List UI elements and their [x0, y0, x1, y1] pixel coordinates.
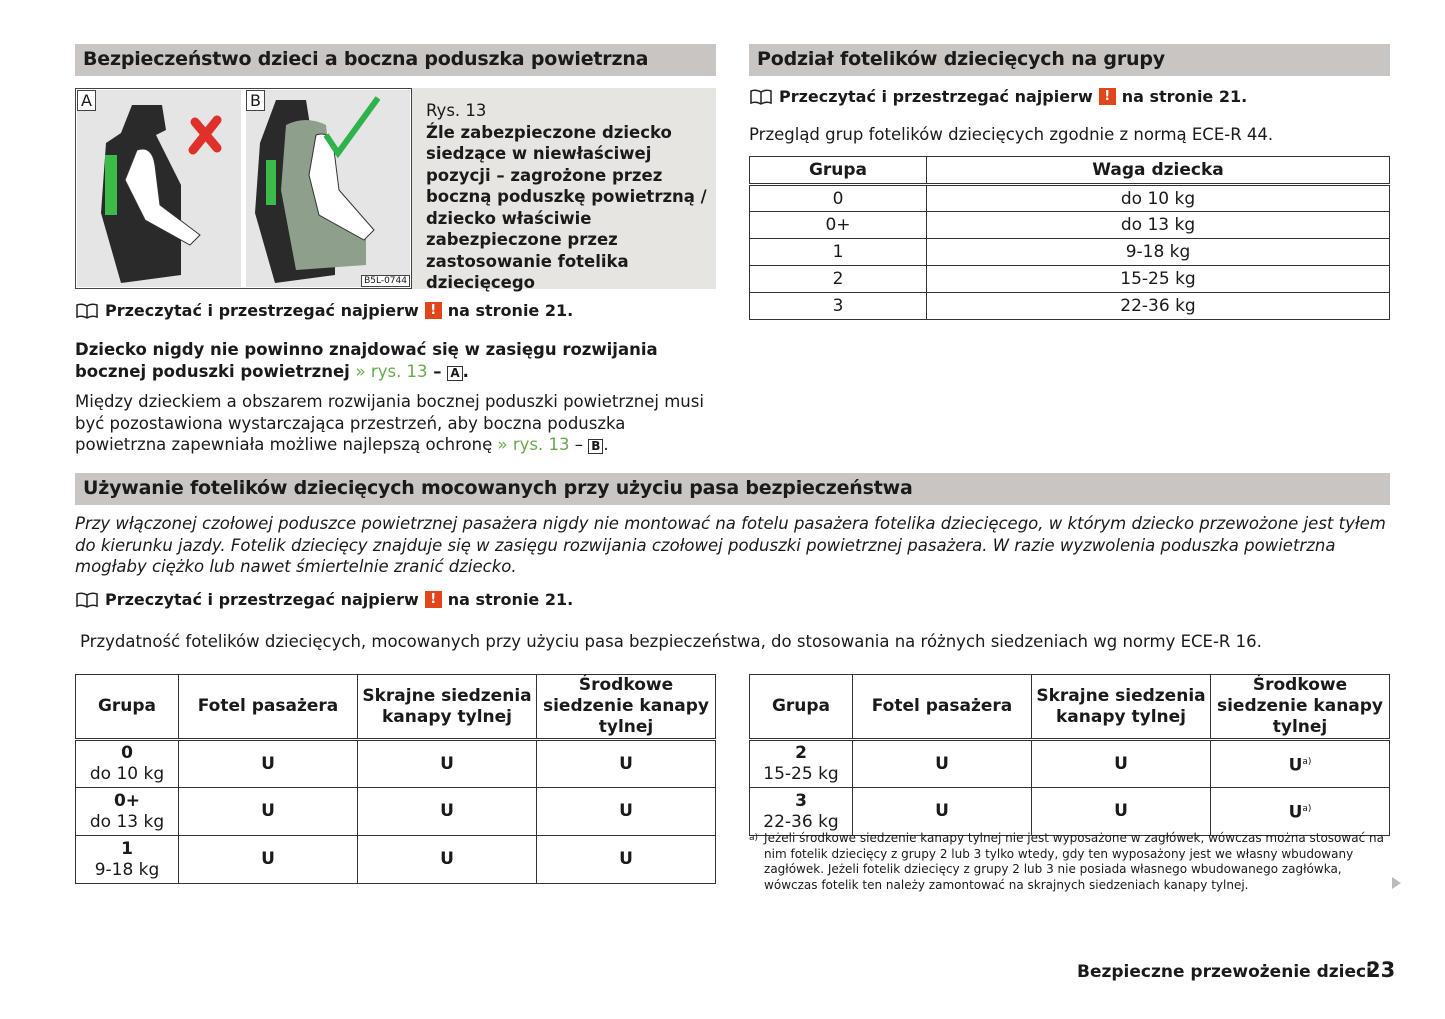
section-title: Bezpieczeństwo dzieci a boczna poduszka …: [75, 44, 716, 76]
footnote-mark: a): [749, 833, 759, 843]
suitability-cell: Ua): [1210, 787, 1390, 836]
warning-icon: !: [424, 302, 442, 319]
col-header: Waga dziecka: [926, 156, 1390, 185]
suitability-cell: U: [852, 787, 1032, 836]
group-cell: 0: [749, 184, 927, 212]
col-header: Fotel pasażera: [178, 674, 358, 741]
figure: A B B5L-0744 Rys. 13 Źle zabezpieczone d…: [75, 88, 716, 292]
note-page-link[interactable]: na stronie 21.: [447, 301, 574, 320]
book-icon: [76, 302, 98, 319]
table-row: 0 do 10 kg: [749, 184, 1390, 212]
table-row: 3 22-36 kg: [749, 292, 1390, 320]
group-cell: 1 9-18 kg: [75, 835, 179, 884]
warning-text: Przy włączonej czołowej poduszce powietr…: [75, 514, 1386, 576]
group-cell: 0+: [749, 211, 927, 239]
group-table: Grupa Waga dziecka 0 do 10 kg 0+ do 13 kg 1 9-…: [749, 156, 1390, 320]
suitability-cell: Ua): [1210, 739, 1390, 788]
suitability-cell: U: [178, 739, 358, 788]
footnote-ref: a): [1302, 756, 1312, 767]
group-cell: 3: [749, 292, 927, 320]
read-first-note: Przeczytać i przestrzegać najpierw ! na …: [75, 301, 573, 320]
suitability-cell: U: [357, 787, 537, 836]
suitability-cell: U: [536, 787, 716, 836]
suitability-cell: U: [852, 739, 1032, 788]
footnote-ref: a): [1302, 804, 1312, 815]
section-title: Używanie fotelików dziecięcych mocowanyc…: [75, 473, 1390, 505]
figure-ref: Rys. 13: [426, 101, 487, 120]
seat-image-b: B B5L-0744: [246, 90, 410, 287]
table-row: 0+ do 13 kg: [749, 211, 1390, 239]
paragraph: Między dzieckiem a obszarem rozwijania b…: [75, 392, 704, 454]
note-text: Przeczytać i przestrzegać najpierw: [105, 590, 419, 609]
group-cell: 3 22-36 kg: [749, 787, 853, 836]
group-cell: 2 15-25 kg: [749, 739, 853, 788]
col-header: Środkowe siedzenie kanapy tylnej: [1210, 674, 1390, 741]
seat-image-a: A: [77, 90, 241, 287]
table-row: 0+ do 13 kg U U U: [75, 787, 716, 836]
col-header: Fotel pasażera: [852, 674, 1032, 741]
figure-label-a: A: [77, 90, 96, 111]
footnote: a) Jeżeli środkowe siedzenie kanapy tyln…: [749, 831, 1389, 893]
weight-cell: 22-36 kg: [926, 292, 1390, 320]
warning-icon: !: [1098, 88, 1116, 105]
bold-paragraph: Dziecko nigdy nie powinno znajdować się …: [75, 340, 658, 381]
table-row: 2 15-25 kg: [749, 265, 1390, 293]
figure-link[interactable]: » rys. 13: [497, 435, 570, 454]
table-row: 1 9-18 kg: [749, 238, 1390, 266]
col-header: Skrajne siedzenia kanapy tylnej: [357, 674, 537, 741]
suitability-cell: U: [178, 787, 358, 836]
figure-caption: Źle zabezpieczone dziecko siedzące w nie…: [426, 122, 707, 293]
col-header: Grupa: [749, 156, 927, 185]
group-cell: 2: [749, 265, 927, 293]
col-header: Grupa: [749, 674, 853, 741]
figure-box-a: A: [447, 365, 463, 381]
warning-icon: !: [424, 591, 442, 608]
note-text: Przeczytać i przestrzegać najpierw: [779, 87, 1093, 106]
figure-image: A B B5L-0744: [75, 88, 412, 289]
footnote-text: Jeżeli środkowe siedzenie kanapy tylnej …: [764, 831, 1384, 892]
table-row: 2 15-25 kg U U Ua): [749, 739, 1390, 788]
suitability-cell: U: [357, 835, 537, 884]
col-header: Skrajne siedzenia kanapy tylnej: [1031, 674, 1211, 741]
suitability-table-right: Grupa Fotel pasażera Skrajne siedzenia kan…: [749, 674, 1390, 836]
section-title: Podział fotelików dziecięcych na grupy: [749, 44, 1390, 76]
intro-text: Przegląd grup fotelików dziecięcych zgod…: [749, 125, 1274, 144]
next-page-arrow-icon[interactable]: [1392, 877, 1401, 889]
figure-link[interactable]: » rys. 13: [355, 361, 428, 381]
suitability-cell: U: [178, 835, 358, 884]
table-row: 0 do 10 kg U U U: [75, 739, 716, 788]
suitability-cell: U: [536, 739, 716, 788]
suitability-cell: U: [536, 835, 716, 884]
suitability-cell: U: [1031, 739, 1211, 788]
table-row: 3 22-36 kg U U Ua): [749, 787, 1390, 836]
page-number: 23: [1366, 958, 1396, 982]
read-first-note: Przeczytać i przestrzegać najpierw ! na …: [749, 87, 1247, 106]
read-first-note: Przeczytać i przestrzegać najpierw ! na …: [75, 590, 573, 609]
suitability-table-left: Grupa Fotel pasażera Skrajne siedzenia kan…: [75, 674, 716, 884]
figure-box-b: B: [588, 439, 604, 454]
book-icon: [76, 591, 98, 608]
group-cell: 1: [749, 238, 927, 266]
figure-label-b: B: [246, 90, 265, 111]
intro-text: Przydatność fotelików dziecięcych, mocow…: [80, 632, 1262, 651]
group-cell: 0 do 10 kg: [75, 739, 179, 788]
footer-chapter: Bezpieczne przewożenie dzieci: [1077, 962, 1372, 982]
book-icon: [750, 88, 772, 105]
weight-cell: do 10 kg: [926, 184, 1390, 212]
table-row: 1 9-18 kg U U U: [75, 835, 716, 884]
note-page-link[interactable]: na stronie 21.: [1121, 87, 1248, 106]
weight-cell: 15-25 kg: [926, 265, 1390, 293]
weight-cell: 9-18 kg: [926, 238, 1390, 266]
suitability-cell: U: [357, 739, 537, 788]
col-header: Grupa: [75, 674, 179, 741]
figure-code: B5L-0744: [361, 275, 410, 287]
weight-cell: do 13 kg: [926, 211, 1390, 239]
suitability-cell: U: [1031, 787, 1211, 836]
note-page-link[interactable]: na stronie 21.: [447, 590, 574, 609]
col-header: Środkowe siedzenie kanapy tylnej: [536, 674, 716, 741]
note-text: Przeczytać i przestrzegać najpierw: [105, 301, 419, 320]
group-cell: 0+ do 13 kg: [75, 787, 179, 836]
